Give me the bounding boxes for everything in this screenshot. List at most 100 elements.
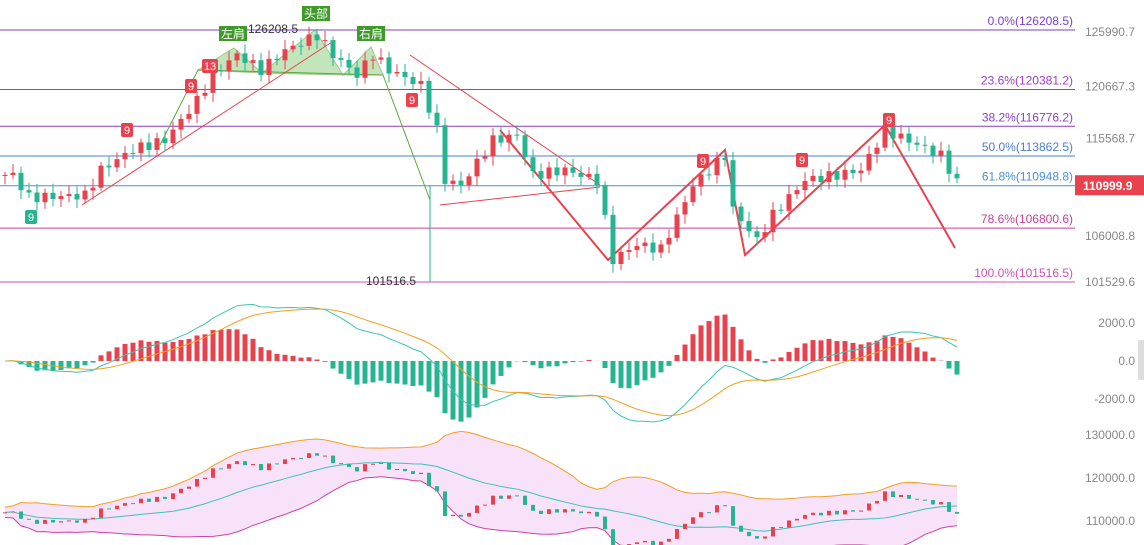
candle xyxy=(58,196,64,199)
boll-candle xyxy=(123,503,127,506)
candle xyxy=(842,169,848,180)
macd-bar xyxy=(34,361,40,371)
candle xyxy=(490,135,496,157)
boll-mid xyxy=(4,461,958,532)
candle xyxy=(802,181,808,191)
macd-bar xyxy=(362,361,368,384)
candle xyxy=(170,129,176,144)
candle xyxy=(154,138,160,150)
td-badge xyxy=(406,93,418,107)
boll-candle xyxy=(675,529,679,539)
boll-candle xyxy=(755,536,759,539)
boll-candle xyxy=(291,457,295,460)
boll-candle xyxy=(667,538,671,542)
macd-bar xyxy=(922,351,928,361)
macd-bar xyxy=(402,361,408,385)
candle xyxy=(434,112,440,126)
boll-candle xyxy=(99,508,103,518)
candle xyxy=(322,40,328,42)
candle xyxy=(722,157,728,161)
macd-bar xyxy=(234,329,240,361)
candle xyxy=(26,190,32,193)
boll-candle xyxy=(515,495,519,497)
candle xyxy=(114,159,120,168)
boll-panel xyxy=(3,430,959,545)
macd-bar xyxy=(698,325,704,361)
y-tick-label: 115568.7 xyxy=(1086,132,1135,146)
boll-candle xyxy=(547,509,551,514)
macd-bar xyxy=(674,354,680,361)
candle xyxy=(74,194,80,200)
td-label: 9 xyxy=(700,156,706,168)
candle xyxy=(554,167,560,176)
boll-candle xyxy=(563,509,567,513)
fib-label: 100.0%(101516.5) xyxy=(974,266,1073,280)
boll-candle xyxy=(571,509,575,512)
macd-tick-label: 0.0 xyxy=(1118,354,1135,368)
macd-bar xyxy=(114,347,120,361)
candle xyxy=(258,60,264,75)
boll-candle xyxy=(419,472,423,475)
td-label: 9 xyxy=(409,95,415,107)
candle xyxy=(538,171,544,179)
td-label: 9 xyxy=(124,125,130,137)
macd-bar xyxy=(58,361,64,371)
td-badge xyxy=(185,79,197,93)
trend-line xyxy=(81,39,336,206)
macd-bar xyxy=(794,347,800,361)
boll-candle xyxy=(275,463,279,465)
candle xyxy=(594,173,600,185)
candle xyxy=(570,167,576,173)
macd-bar xyxy=(546,361,552,367)
high-label: 126208.5 xyxy=(248,22,298,36)
boll-candle xyxy=(451,514,455,517)
boll-candle xyxy=(523,495,527,505)
candle xyxy=(826,171,832,183)
candle xyxy=(226,60,232,72)
boll-candle xyxy=(91,517,95,519)
boll-candle xyxy=(843,510,847,515)
boll-candle xyxy=(403,468,407,472)
macd-bar xyxy=(370,361,376,383)
low-label: 101516.5 xyxy=(366,274,416,288)
td-label: 9 xyxy=(28,212,34,224)
macd-bar xyxy=(458,361,464,422)
macd-bar xyxy=(346,361,352,379)
macd-bar xyxy=(770,359,776,361)
candle xyxy=(618,251,624,264)
candle xyxy=(810,175,816,182)
scrollbar[interactable] xyxy=(1138,340,1144,380)
boll-tick-label: 110000.0 xyxy=(1086,514,1135,528)
candle xyxy=(122,152,128,160)
macd-bar xyxy=(170,341,176,361)
candle xyxy=(922,144,928,146)
candle xyxy=(602,184,608,215)
candle xyxy=(762,232,768,238)
macd-bar xyxy=(26,361,32,368)
boll-candle xyxy=(371,463,375,465)
macd-bar xyxy=(890,336,896,361)
boll-candle xyxy=(707,512,711,514)
pattern-label: 右肩 xyxy=(359,26,383,41)
boll-candle xyxy=(147,498,151,502)
y-tick-label: 106008.8 xyxy=(1085,229,1135,243)
macd-bar xyxy=(666,361,672,366)
boll-candle xyxy=(11,511,15,513)
macd-bar xyxy=(146,341,152,361)
boll-candle xyxy=(635,542,639,545)
boll-candle xyxy=(867,503,871,511)
boll-candle xyxy=(699,512,703,518)
candle xyxy=(858,170,864,174)
candle xyxy=(186,113,192,119)
pattern-label-bg xyxy=(302,6,330,21)
macd-bar xyxy=(186,338,192,361)
candle xyxy=(370,59,376,61)
boll-band xyxy=(5,431,957,545)
macd-bar xyxy=(122,343,128,361)
macd-bar xyxy=(298,357,304,361)
candle xyxy=(658,244,664,253)
candle xyxy=(234,53,240,61)
macd-bar xyxy=(330,361,336,369)
candle xyxy=(266,58,272,75)
